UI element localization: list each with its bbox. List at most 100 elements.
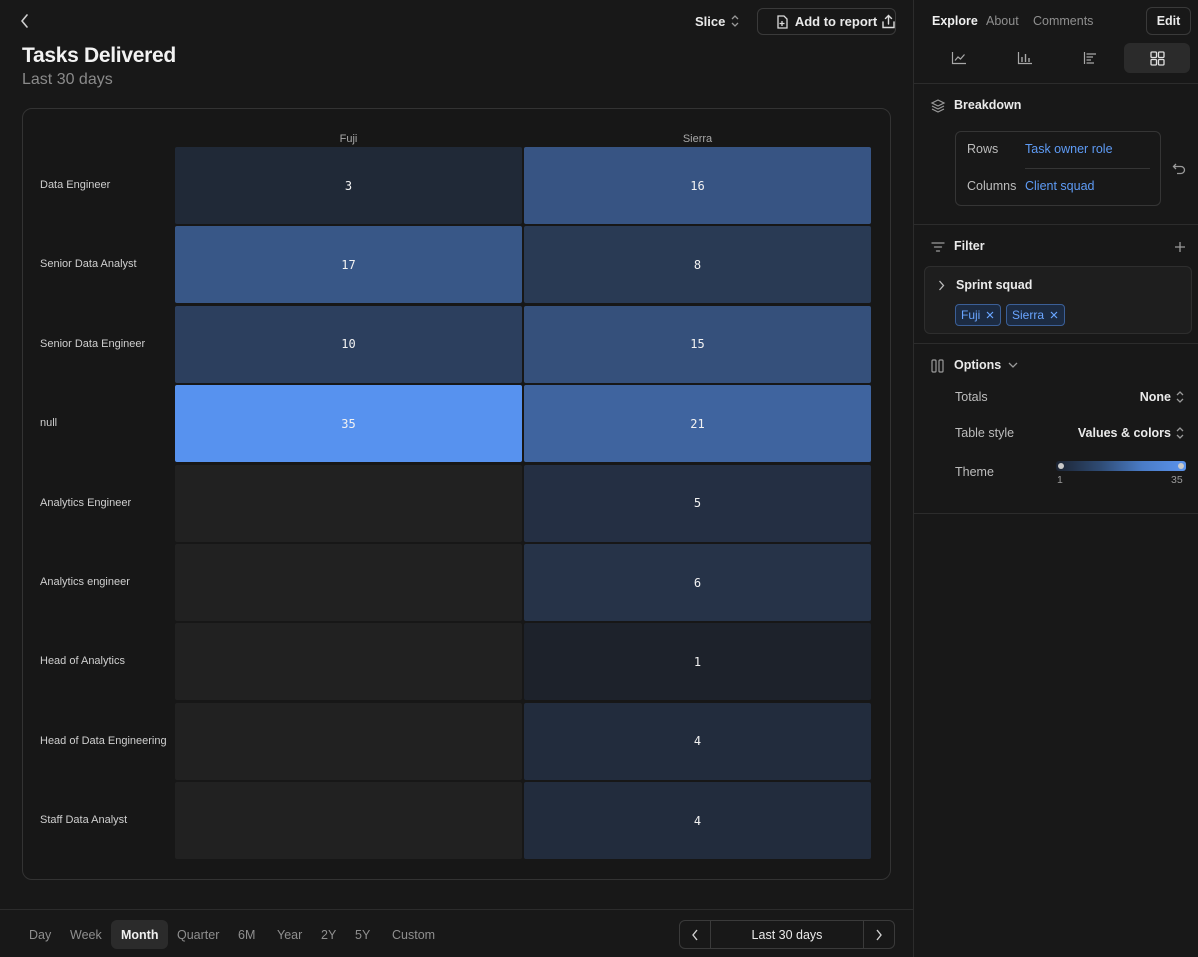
theme-min-handle[interactable] <box>1058 463 1064 469</box>
horizontal-bar-button[interactable] <box>1058 43 1124 73</box>
theme-gradient[interactable] <box>1056 461 1186 471</box>
grid-icon <box>1149 50 1165 66</box>
options-toggle[interactable]: Options <box>954 358 1018 372</box>
theme-max-handle[interactable] <box>1178 463 1184 469</box>
table-cell[interactable]: 4 <box>524 702 871 780</box>
rows-value[interactable]: Task owner role <box>1025 142 1113 156</box>
report-icon <box>777 14 788 29</box>
table-cell[interactable] <box>175 544 522 621</box>
columns-key: Columns <box>967 179 1017 193</box>
breakdown-title: Breakdown <box>954 98 1022 112</box>
divider <box>914 224 1198 225</box>
divider <box>914 513 1198 514</box>
remove-chip-button[interactable] <box>986 308 994 322</box>
row-label: null <box>40 417 58 430</box>
share-button[interactable] <box>877 10 899 32</box>
row-label: Senior Data Engineer <box>40 337 146 350</box>
filter-group-name: Sprint squad <box>956 278 1033 292</box>
heatmap-table: Fuji Sierra Data Engineer 3 16 Senior Data An… <box>22 108 891 880</box>
range-tab-2y[interactable]: 2Y <box>321 927 337 942</box>
row-label: Senior Data Analyst <box>40 258 137 271</box>
swap-axes-button[interactable] <box>1171 161 1187 177</box>
back-button[interactable] <box>14 10 36 32</box>
chevron-right-icon <box>876 929 882 940</box>
chip-label: Sierra <box>1012 308 1045 322</box>
range-tab-5y[interactable]: 5Y <box>355 927 371 942</box>
table-cell[interactable]: 1 <box>524 623 871 701</box>
previous-period-button[interactable] <box>680 921 710 948</box>
remove-chip-button[interactable] <box>1050 308 1058 322</box>
edit-button[interactable]: Edit <box>1146 7 1191 35</box>
time-range-bar: Last 30 days Day Week Month Quarter 6M Year 2Y… <box>0 909 913 957</box>
tab-comments[interactable]: Comments <box>1033 14 1094 28</box>
expand-filter-button[interactable] <box>935 279 947 291</box>
current-period-label[interactable]: Last 30 days <box>710 921 864 948</box>
page-title: Tasks Delivered <box>22 44 176 67</box>
table-cell[interactable]: 3 <box>175 147 522 224</box>
table-cell[interactable]: 15 <box>524 305 871 383</box>
table-cell[interactable]: 17 <box>175 226 522 304</box>
add-to-report-button[interactable]: Add to report <box>757 8 896 35</box>
totals-select[interactable]: None <box>1140 390 1184 404</box>
divider <box>914 343 1198 344</box>
chevron-right-icon <box>938 280 944 290</box>
range-tab-week[interactable]: Week <box>70 927 102 942</box>
table-cell[interactable]: 16 <box>524 147 871 224</box>
filter-title: Filter <box>954 239 985 253</box>
main-panel: Slice Add to report Tasks Delivered Last… <box>0 8 913 957</box>
table-style-select[interactable]: Values & colors <box>1078 426 1184 440</box>
table-cell[interactable]: 35 <box>175 385 522 463</box>
filter-icon <box>930 239 946 255</box>
theme-key: Theme <box>955 465 994 479</box>
slice-button[interactable]: Slice <box>695 9 739 33</box>
range-tab-year[interactable]: Year <box>277 927 303 942</box>
table-cell[interactable]: 8 <box>524 226 871 304</box>
chevron-down-icon <box>1008 362 1018 368</box>
range-tab-month[interactable]: Month <box>111 920 169 949</box>
range-tab-custom[interactable]: Custom <box>392 927 436 942</box>
row-label: Head of Analytics <box>40 655 125 668</box>
chevron-updown-icon <box>1176 427 1184 439</box>
table-cell[interactable] <box>175 702 522 780</box>
row-label: Head of Data Engineering <box>40 734 167 747</box>
table-cell[interactable]: 21 <box>524 385 871 463</box>
filter-group: Sprint squad Fuji Sierra <box>924 266 1192 334</box>
table-view-button[interactable] <box>1124 43 1190 73</box>
theme-min-label: 1 <box>1057 474 1063 486</box>
range-tab-quarter[interactable]: Quarter <box>177 927 220 942</box>
options-icon <box>930 358 946 374</box>
table-cell[interactable] <box>175 782 522 860</box>
table-cell[interactable] <box>175 623 522 701</box>
next-period-button[interactable] <box>864 921 894 948</box>
range-tab-day[interactable]: Day <box>29 927 52 942</box>
totals-key: Totals <box>955 390 988 404</box>
table-cell[interactable]: 10 <box>175 305 522 383</box>
bar-chart-icon <box>1017 52 1032 65</box>
slice-label: Slice <box>695 13 726 29</box>
bar-chart-button[interactable] <box>992 43 1058 73</box>
line-chart-button[interactable] <box>926 43 992 73</box>
table-cell[interactable]: 4 <box>524 782 871 860</box>
range-tab-6m[interactable]: 6M <box>238 927 256 942</box>
breakdown-box: Rows Task owner role Columns Client squa… <box>955 131 1161 206</box>
add-filter-button[interactable] <box>1172 239 1188 255</box>
columns-value[interactable]: Client squad <box>1025 179 1095 193</box>
close-icon <box>986 311 994 319</box>
row-label: Analytics engineer <box>40 576 130 588</box>
chevron-left-icon <box>21 14 28 28</box>
table-cell[interactable] <box>175 464 522 542</box>
options-title: Options <box>954 358 1002 372</box>
table-cell[interactable]: 6 <box>524 544 871 621</box>
filter-chip: Fuji <box>955 304 1002 326</box>
table-style-key: Table style <box>955 426 1015 440</box>
tab-about[interactable]: About <box>986 14 1019 28</box>
horizontal-bar-icon <box>1083 52 1096 64</box>
column-header: Fuji <box>339 133 358 145</box>
rows-key: Rows <box>967 142 999 156</box>
chevron-left-icon <box>692 929 698 940</box>
tab-explore[interactable]: Explore <box>932 14 978 28</box>
table-cell[interactable]: 5 <box>524 464 871 542</box>
chip-label: Fuji <box>961 308 981 322</box>
add-to-report-label: Add to report <box>794 14 878 29</box>
chevron-updown-icon <box>1176 391 1184 403</box>
